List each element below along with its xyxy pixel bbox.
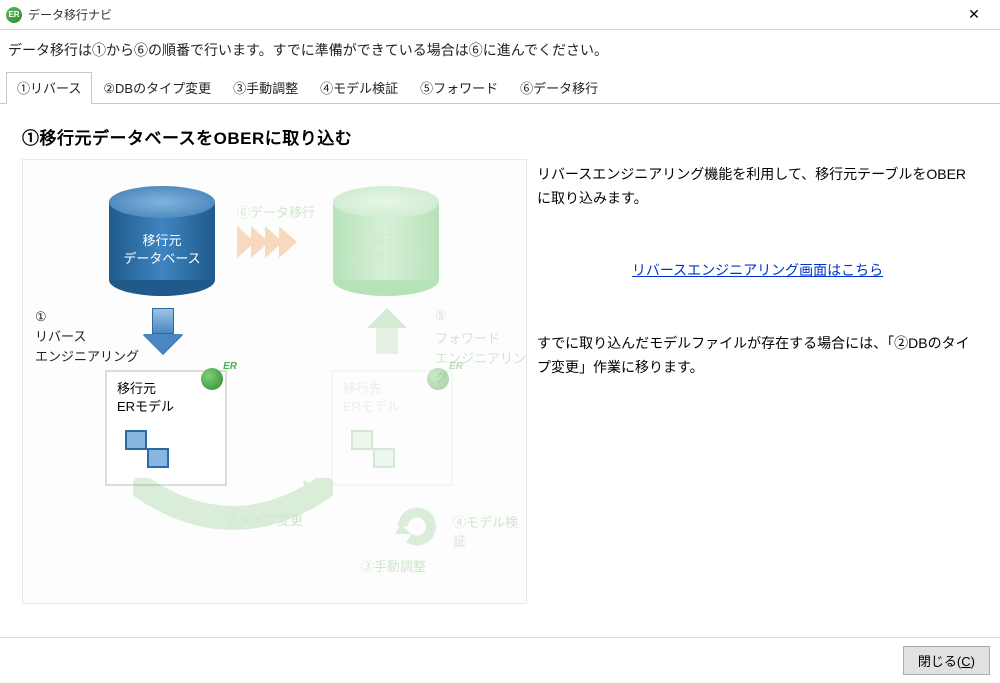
destination-database-icon: 移行先 データベース	[333, 186, 439, 296]
destination-er-model-icon: 移行先 ERモデル ER	[331, 370, 453, 486]
content-area: ①移行元データベースをOBERに取り込む 移行元 データベース ⑥データ移行	[0, 104, 1000, 637]
tab-reverse[interactable]: ①リバース	[6, 72, 92, 103]
forward-arrow-icon	[367, 308, 407, 354]
title-bar: ER データ移行ナビ ✕	[0, 0, 1000, 30]
close-button-label: 閉じる(C)	[918, 654, 975, 669]
description-paragraph-2: すでに取り込んだモデルファイルが存在する場合には、「②DBのタイプ変更」作業に移…	[537, 332, 978, 380]
source-db-label-2: データベース	[123, 251, 200, 266]
tab-db-type-change[interactable]: ②DBのタイプ変更	[92, 72, 222, 103]
doc-dst-line2: ERモデル	[343, 398, 441, 416]
step1-number: ①	[35, 308, 47, 326]
footer-bar: 閉じる(C)	[0, 637, 1000, 683]
er-badge-icon: ER	[201, 364, 235, 390]
window-title: データ移行ナビ	[28, 6, 954, 23]
recycle-icon	[395, 504, 445, 551]
chevrons-icon	[241, 226, 297, 258]
close-button[interactable]: 閉じる(C)	[903, 646, 990, 675]
dest-db-label-2: データベース	[347, 251, 424, 266]
reverse-engineering-link[interactable]: リバースエンジニアリング画面はこちら	[632, 262, 883, 278]
source-database-icon: 移行元 データベース	[109, 186, 215, 296]
down-arrow-icon	[143, 308, 183, 354]
ghost-step4-label: ④モデル検証	[453, 512, 526, 550]
dest-db-label-1: 移行先	[366, 233, 405, 248]
tab-forward[interactable]: ⑤フォワード	[409, 72, 509, 103]
doc-src-line2: ERモデル	[117, 398, 215, 416]
source-er-model-icon: 移行元 ERモデル ER	[105, 370, 227, 486]
tab-strip: ①リバース ②DBのタイプ変更 ③手動調整 ④モデル検証 ⑤フォワード ⑥データ…	[0, 72, 1000, 104]
workflow-diagram: 移行元 データベース ⑥データ移行 移行先 データベース ① リバース エ	[22, 159, 527, 604]
step1-line2: エンジニアリング	[35, 348, 139, 366]
er-badge-icon: ER	[427, 364, 461, 390]
description-pane: リバースエンジニアリング機能を利用して、移行元テーブルをOBERに取り込みます。…	[537, 159, 978, 627]
tab-manual-adjust[interactable]: ③手動調整	[222, 72, 309, 103]
ghost-step5-num: ⑤	[435, 308, 447, 324]
tab-model-verify[interactable]: ④モデル検証	[309, 72, 409, 103]
window-close-button[interactable]: ✕	[954, 1, 994, 29]
ghost-step3-label: ③手動調整	[361, 556, 426, 575]
description-paragraph-1: リバースエンジニアリング機能を利用して、移行元テーブルをOBERに取り込みます。	[537, 163, 978, 211]
source-db-label-1: 移行元	[142, 233, 181, 248]
page-heading: ①移行元データベースをOBERに取り込む	[22, 124, 978, 149]
app-icon: ER	[6, 7, 22, 23]
step1-line1: リバース	[35, 328, 86, 346]
ghost-step5-line1: フォワード	[435, 328, 500, 347]
ghost-step6-label: ⑥データ移行	[237, 202, 315, 221]
ghost-step2-label: ②タイプ変更	[225, 510, 303, 529]
instruction-text: データ移行は①から⑥の順番で行います。すでに準備ができている場合は⑥に進んでくだ…	[0, 30, 1000, 72]
tab-data-migration[interactable]: ⑥データ移行	[509, 72, 609, 103]
